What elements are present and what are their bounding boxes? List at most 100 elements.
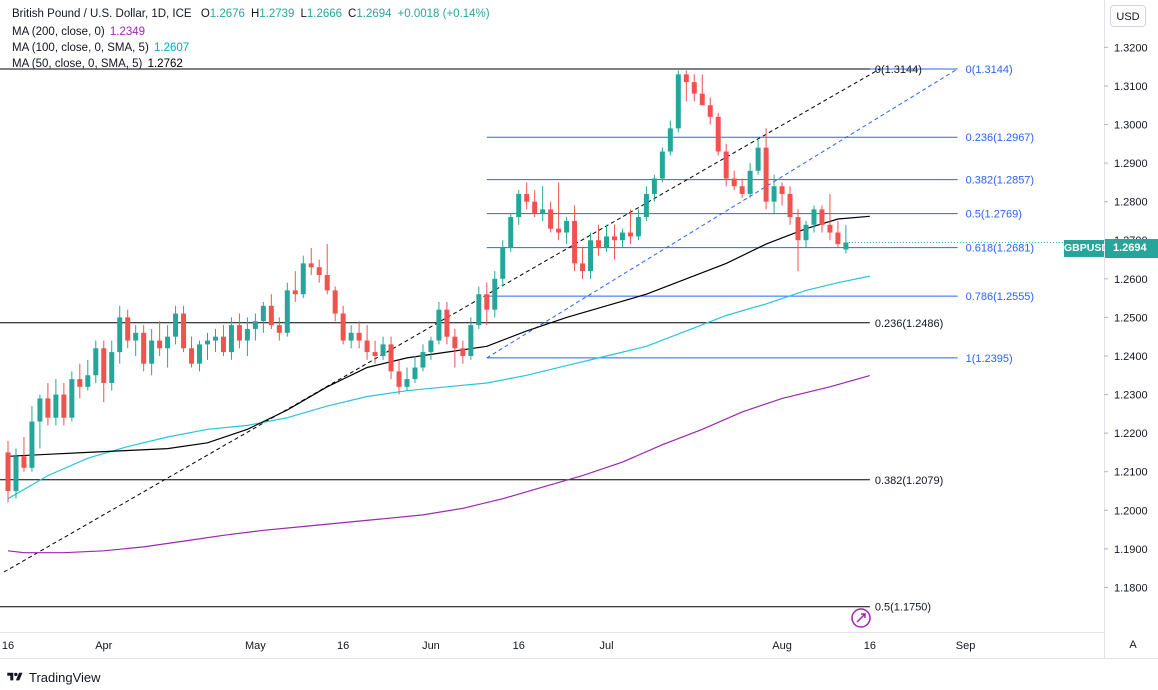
candle-body [388, 344, 394, 372]
candle-body [835, 232, 841, 245]
symbol-header: British Pound / U.S. Dollar, 1D, ICE O1.… [12, 8, 490, 20]
candle [340, 305, 346, 345]
indicator-label: MA (50, close, 0, SMA, 5) [12, 58, 143, 70]
candle-body [675, 74, 681, 129]
candle [212, 328, 218, 353]
candle [173, 305, 179, 345]
candle-body [372, 352, 378, 356]
candle [45, 382, 51, 426]
candle [181, 305, 187, 353]
candle-body [420, 352, 426, 368]
y-tick-label: 1.2300 [1114, 390, 1148, 402]
symbol-tag: GBPUSD [1064, 240, 1109, 257]
candle-body [580, 263, 586, 272]
candle [260, 301, 266, 333]
candle [276, 317, 282, 341]
candle [109, 340, 115, 391]
candle-body [332, 290, 338, 314]
ohlc-item: L1.2666 [300, 8, 342, 20]
candle-body [228, 325, 234, 353]
ohlc-values: O1.2676 H1.2739 L1.2666 C1.2694 +0.0018 (+0.… [195, 8, 490, 20]
ma-line-2 [7, 215, 870, 457]
candle-body [37, 398, 43, 422]
candle [220, 325, 226, 356]
fib-blue-level-label: 0.236(1.2967) [966, 132, 1035, 144]
candle [133, 325, 139, 356]
candle-body [340, 313, 346, 341]
candle [715, 112, 721, 156]
economic-event-icon[interactable] [851, 608, 871, 628]
fib-blue-trendline[interactable] [486, 68, 958, 359]
ohlc-key: H [250, 8, 260, 20]
candle-body [53, 394, 59, 418]
candle-body [604, 236, 609, 248]
candle [29, 406, 35, 472]
x-tick-label: Apr [95, 640, 112, 652]
candle [53, 379, 59, 426]
indicator-ma200[interactable]: MA (200, close, 0) 1.2349 [12, 26, 145, 38]
candle [779, 182, 785, 206]
candle-body [300, 263, 306, 295]
candle-body [205, 340, 210, 345]
candle [739, 178, 745, 198]
indicator-value: 1.2349 [109, 26, 146, 38]
fib-blue-level-label: 0.382(1.2857) [966, 175, 1035, 187]
fib-black-trendline[interactable] [3, 68, 881, 573]
candle [141, 325, 147, 372]
candle [396, 359, 402, 395]
candle-body [324, 274, 330, 291]
candle-body [189, 348, 195, 364]
candle [811, 205, 817, 233]
x-tick-label: Jul [599, 640, 613, 652]
y-tick-label: 1.3000 [1114, 120, 1148, 132]
candle-body [101, 348, 107, 383]
candle-body [5, 452, 11, 491]
fib-blue-level-label: 0(1.3144) [966, 64, 1013, 76]
candle [476, 286, 482, 329]
candle-body [707, 105, 713, 117]
candle [165, 325, 171, 368]
fibonacci-layer: 0(1.3144) 0.236(1.2967) 0.382(1.2857) 0.5(1… [0, 64, 1034, 614]
candle [420, 344, 426, 372]
candle-body [157, 340, 163, 349]
candle-body [396, 371, 402, 387]
y-tick-label: 1.2800 [1114, 197, 1148, 209]
candle-body [404, 379, 410, 387]
candle [5, 440, 11, 503]
footer-brand[interactable]: TradingView [6, 667, 101, 687]
y-tick-label: 1.3100 [1114, 81, 1148, 93]
candle [444, 301, 450, 345]
candle-body [236, 325, 242, 341]
y-tick-label: 1.2600 [1114, 274, 1148, 286]
y-tick-label: 1.2000 [1114, 505, 1148, 517]
candle [117, 305, 123, 364]
candle-body [651, 178, 657, 194]
candle-body [316, 267, 322, 275]
candle-body [77, 379, 83, 387]
candle-body [683, 74, 689, 83]
candle [604, 224, 609, 252]
fib-blue-level-label: 0.786(1.2555) [966, 291, 1035, 303]
fib-black-level-label: 0(1.3144) [875, 64, 922, 76]
auto-scale-button[interactable]: A [1129, 639, 1137, 651]
ohlc-value: +0.0018 (+0.14%) [397, 8, 490, 20]
candle [627, 209, 633, 245]
candle [93, 340, 99, 383]
ohlc-item: +0.0018 (+0.14%) [398, 8, 490, 20]
candle [348, 325, 354, 349]
x-tick-label: Sep [956, 640, 976, 652]
indicator-ma100[interactable]: MA (100, close, 0, SMA, 5) 1.2607 [12, 42, 189, 54]
indicator-ma50[interactable]: MA (50, close, 0, SMA, 5) 1.2762 [12, 58, 183, 70]
candle-body [739, 186, 745, 194]
candle [364, 325, 370, 360]
axes-layer: 1.32001.31001.30001.29001.28001.27001.26… [0, 0, 1158, 659]
candle-body [492, 278, 498, 310]
event-icon-arrow [856, 613, 866, 623]
currency-button[interactable]: USD [1110, 5, 1146, 27]
indicator-value: 1.2762 [147, 58, 183, 70]
candle [524, 182, 530, 210]
candle [619, 228, 625, 248]
candle-body [787, 193, 793, 218]
candle [651, 174, 657, 202]
